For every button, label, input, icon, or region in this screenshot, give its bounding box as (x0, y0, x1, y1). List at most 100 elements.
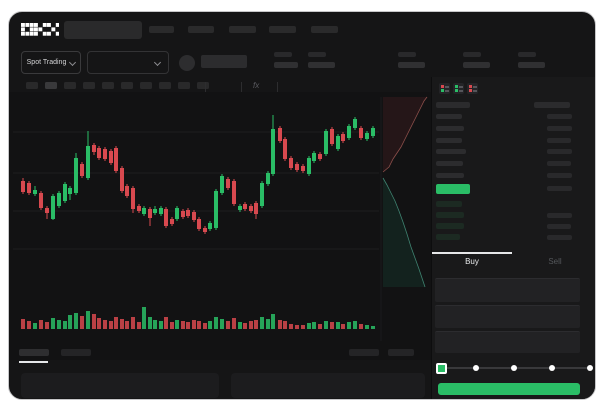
app-window: Spot Trading fx (8, 11, 596, 400)
bid-row-amount (547, 224, 571, 229)
chevron-down-icon (153, 58, 162, 67)
icon-segment (455, 85, 458, 88)
icon-segment (469, 89, 472, 92)
ask-row-amount (547, 161, 571, 166)
bid-row-price[interactable] (436, 212, 464, 218)
ask-row-amount (547, 173, 572, 178)
bid-row-price[interactable] (436, 223, 464, 229)
bottom-tab-active[interactable] (19, 349, 49, 356)
timeframe-button[interactable] (178, 82, 190, 89)
stat-label-placeholder (274, 52, 292, 57)
timeframe-button[interactable] (45, 82, 57, 89)
timeframe-button[interactable] (83, 82, 95, 89)
top-nav (9, 12, 595, 50)
chart-region (9, 92, 431, 360)
coin-avatar (179, 55, 195, 71)
nav-link-placeholder[interactable] (229, 26, 256, 33)
buy-sell-tabs: Buy Sell (432, 252, 595, 270)
okx-logo[interactable] (21, 23, 59, 36)
orderbook-trade-panel: Buy Sell (431, 77, 595, 399)
stat-label-placeholder (308, 52, 326, 57)
slider-dot[interactable] (549, 365, 555, 371)
slider-handle[interactable] (436, 363, 447, 374)
bottom-panel (21, 373, 219, 398)
ob-col-header-price (436, 102, 470, 108)
icon-line (445, 90, 449, 92)
slider-dot[interactable] (511, 365, 517, 371)
stat-value-placeholder (518, 62, 545, 68)
icon-segment (469, 85, 472, 88)
icon-segment (441, 85, 444, 88)
order-form-field[interactable] (435, 331, 580, 353)
slider-dot[interactable] (587, 365, 593, 371)
market-type-label: Spot Trading (26, 59, 67, 66)
bottom-panel (231, 373, 425, 398)
nav-link-placeholder[interactable] (311, 26, 338, 33)
pair-selector[interactable] (87, 51, 169, 74)
ask-row-price[interactable] (436, 126, 464, 131)
stat-label-placeholder (463, 52, 481, 57)
bid-row-amount (547, 235, 572, 240)
timeframe-button[interactable] (102, 82, 114, 89)
submit-order-button[interactable] (438, 383, 580, 395)
ask-row-price[interactable] (436, 138, 462, 143)
ask-row-amount (547, 138, 571, 143)
bid-row-price[interactable] (436, 201, 462, 207)
bottom-tab[interactable] (349, 349, 379, 356)
ob-col-header-amount (534, 102, 570, 108)
nav-link-placeholder[interactable] (149, 26, 174, 33)
tab-buy[interactable]: Buy (465, 257, 479, 266)
ask-row-amount (547, 126, 572, 131)
last-price-bar[interactable] (436, 184, 470, 194)
ask-row-price[interactable] (436, 161, 463, 166)
icon-line (459, 90, 463, 92)
bottom-tab[interactable] (61, 349, 91, 356)
chevron-down-icon (69, 58, 77, 66)
nav-link-placeholder[interactable] (188, 26, 214, 33)
price-chart[interactable] (11, 96, 431, 346)
last-price-amount (547, 186, 572, 191)
slider-dot[interactable] (473, 365, 479, 371)
bottom-tab[interactable] (388, 349, 414, 356)
pair-name-placeholder (201, 55, 247, 68)
timeframe-button[interactable] (140, 82, 152, 89)
market-bar: Spot Trading (9, 51, 595, 81)
timeframe-button[interactable] (197, 82, 209, 89)
icon-line (459, 86, 463, 88)
ask-row-amount (547, 114, 572, 119)
amount-slider[interactable] (432, 359, 595, 377)
timeframe-button[interactable] (121, 82, 133, 89)
book-split-icon[interactable] (439, 83, 450, 94)
book-asks-icon[interactable] (467, 83, 478, 94)
market-type-selector[interactable]: Spot Trading (21, 51, 81, 74)
bid-row-amount (547, 213, 572, 218)
indicator-icon[interactable]: fx (253, 81, 260, 90)
search-input[interactable] (64, 21, 142, 39)
ask-row-price[interactable] (436, 173, 464, 178)
timeframe-button[interactable] (26, 82, 38, 89)
icon-line (445, 86, 449, 88)
book-bids-icon[interactable] (453, 83, 464, 94)
icon-segment (455, 89, 458, 92)
tab-active-underline (432, 252, 512, 254)
icon-segment (441, 89, 444, 92)
icon-line (473, 90, 477, 92)
stat-value-placeholder (398, 62, 425, 68)
stat-value-placeholder (463, 62, 490, 68)
stat-label-placeholder (518, 52, 536, 57)
stat-value-placeholder (274, 62, 298, 68)
ask-row-price[interactable] (436, 114, 462, 119)
icon-line (473, 86, 477, 88)
ask-row-price[interactable] (436, 149, 466, 154)
order-form-field[interactable] (435, 278, 580, 302)
bid-row-price[interactable] (436, 234, 460, 240)
stat-value-placeholder (308, 62, 335, 68)
bottom-tab-underline (19, 361, 48, 363)
timeframe-button[interactable] (64, 82, 76, 89)
tab-sell[interactable]: Sell (548, 257, 562, 266)
timeframe-button[interactable] (159, 82, 171, 89)
stat-label-placeholder (398, 52, 416, 57)
order-form-field[interactable] (435, 305, 580, 328)
ask-row-amount (547, 149, 572, 154)
nav-link-placeholder[interactable] (269, 26, 296, 33)
